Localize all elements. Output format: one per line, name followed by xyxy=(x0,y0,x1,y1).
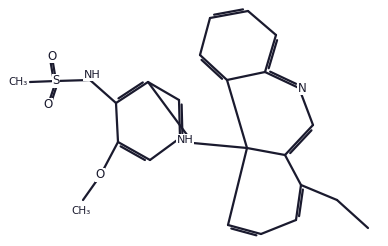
Text: N: N xyxy=(298,81,307,94)
Text: S: S xyxy=(52,75,60,88)
Text: CH₃: CH₃ xyxy=(9,77,28,87)
Text: O: O xyxy=(47,49,57,62)
Text: NH: NH xyxy=(177,135,193,145)
Text: NH: NH xyxy=(84,70,100,80)
Text: O: O xyxy=(43,98,53,111)
Text: CH₃: CH₃ xyxy=(71,206,91,216)
Text: O: O xyxy=(95,169,105,182)
